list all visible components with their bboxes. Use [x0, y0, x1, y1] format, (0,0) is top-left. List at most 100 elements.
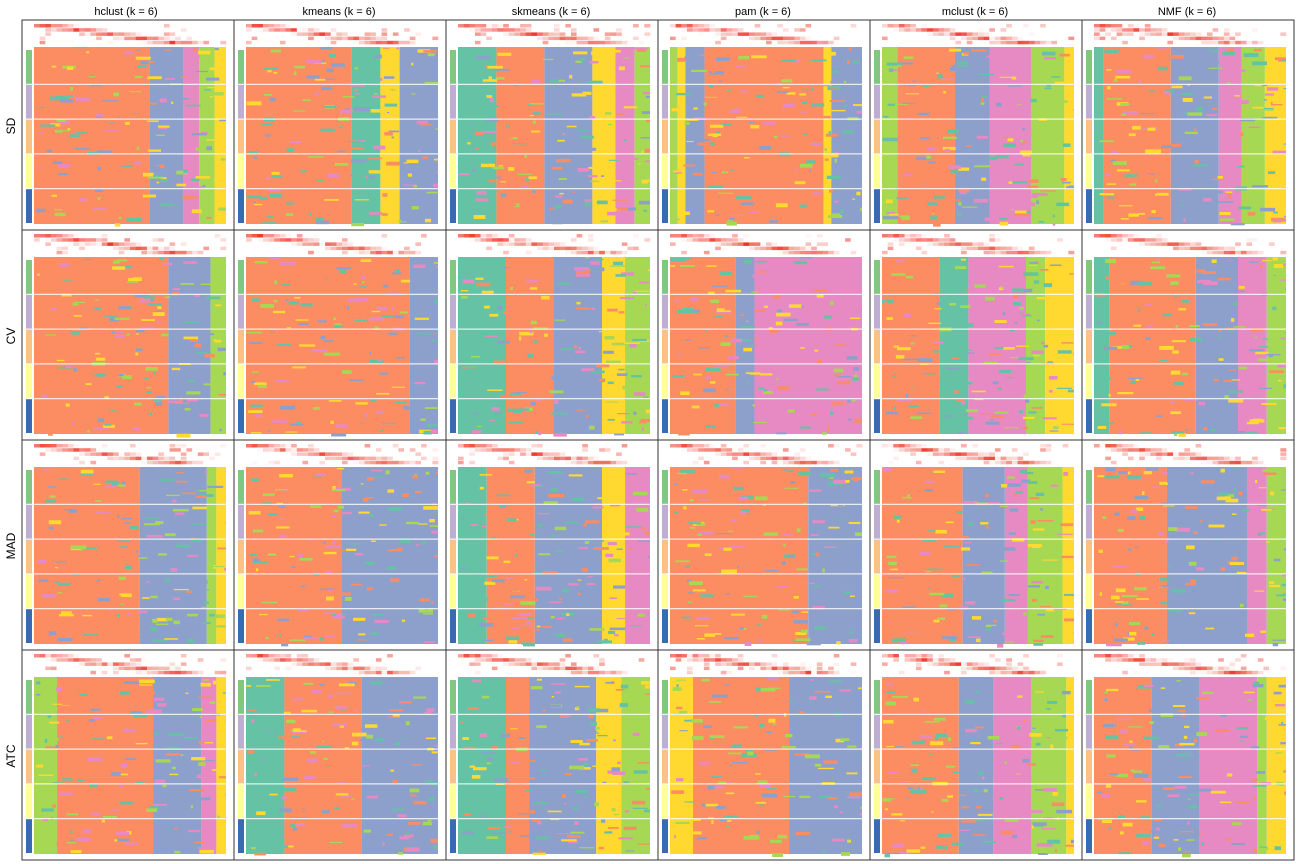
noise-cell: [426, 191, 438, 194]
top-bar-cell: [45, 32, 52, 36]
noise-cell: [510, 203, 517, 207]
top-bar-cell: [392, 36, 399, 41]
noise-cell: [949, 48, 962, 52]
top-bar-cell: [1139, 28, 1146, 32]
top-bar-cell: [675, 24, 682, 28]
top-bar-cell: [101, 444, 108, 448]
noise-cell: [513, 392, 527, 394]
top-bar-cell: [463, 460, 470, 465]
class-block: [670, 47, 678, 224]
top-bar-cell: [146, 452, 153, 456]
top-bar-cell: [554, 448, 560, 452]
top-bar-cell: [1235, 32, 1242, 36]
noise-cell: [284, 299, 289, 301]
top-bar-cell: [1122, 238, 1129, 242]
noise-cell: [1182, 92, 1194, 96]
noise-cell: [354, 298, 369, 302]
top-bar-cell: [257, 246, 264, 251]
top-bar-cell: [542, 250, 549, 255]
top-bar-cell: [604, 246, 611, 251]
noise-cell: [747, 176, 764, 180]
annotation-cell: [1086, 260, 1092, 294]
annotation-cell: [26, 154, 32, 189]
annotation-cell: [238, 84, 244, 119]
noise-cell: [432, 183, 438, 188]
class-block: [34, 47, 150, 224]
top-bar-cell: [491, 24, 498, 28]
noise-cell: [1225, 407, 1228, 412]
top-bar-cell: [548, 238, 555, 242]
noise-cell: [323, 541, 326, 544]
noise-cell: [1145, 303, 1152, 306]
noise-cell: [755, 303, 772, 307]
top-bar-cell: [325, 246, 332, 251]
top-bar-cell: [209, 36, 216, 41]
noise-cell: [249, 553, 258, 557]
top-bar-cell: [1127, 250, 1134, 255]
noise-cell: [829, 100, 846, 102]
noise-cell: [1278, 59, 1283, 62]
top-bar-cell: [370, 456, 377, 461]
top-bar-cell: [799, 28, 806, 32]
top-bar-cell: [302, 36, 309, 41]
top-bar-cell: [1184, 242, 1191, 246]
top-bar-cell: [353, 456, 360, 461]
noise-cell: [181, 492, 196, 495]
top-bar-cell: [152, 24, 159, 28]
top-bar-cell: [576, 36, 583, 41]
top-bar-cell: [1235, 242, 1242, 246]
noise-cell: [41, 594, 56, 598]
top-bar-cell: [1023, 24, 1030, 28]
noise-cell: [358, 633, 366, 636]
top-bar-cell: [163, 238, 170, 242]
top-bar-cell: [1028, 250, 1035, 255]
noise-cell: [136, 146, 140, 151]
top-bar-cell: [782, 28, 789, 32]
top-bar-cell: [1017, 246, 1024, 251]
noise-cell: [704, 96, 718, 98]
noise-cell: [1057, 350, 1072, 354]
top-bar-cell: [45, 238, 52, 242]
noise-cell: [538, 513, 550, 515]
top-bar-cell: [404, 36, 411, 41]
top-bar-cell: [681, 444, 688, 448]
top-bar-cell: [1161, 250, 1168, 255]
top-bar-cell: [822, 36, 829, 41]
top-bar-cell: [409, 448, 416, 452]
noise-cell: [1219, 218, 1235, 222]
noise-cell: [186, 590, 192, 593]
noise-cell: [562, 132, 565, 136]
noise-cell: [886, 62, 903, 66]
top-bar-cell: [726, 448, 733, 452]
noise-cell: [1112, 161, 1127, 166]
noise-cell: [59, 120, 70, 125]
noise-cell: [1151, 122, 1157, 126]
top-bar-cell: [302, 32, 309, 36]
top-bar-cell: [257, 452, 264, 456]
noise-cell: [392, 272, 402, 275]
top-bar-cell: [816, 234, 823, 238]
noise-cell: [277, 343, 291, 346]
noise-cell: [992, 381, 999, 385]
top-bar-cell: [1127, 32, 1134, 36]
noise-cell: [1257, 358, 1267, 362]
top-bar-cell: [163, 452, 170, 456]
top-bar-cell: [938, 36, 945, 41]
noise-cell: [1283, 384, 1286, 389]
noise-cell: [391, 136, 395, 139]
top-bar-cell: [537, 234, 544, 238]
noise-cell: [589, 370, 605, 374]
top-bar-cell: [1218, 250, 1225, 255]
row-separator: [1094, 328, 1286, 330]
top-bar-cell: [720, 234, 727, 238]
noise-cell: [560, 166, 565, 168]
noise-cell: [637, 613, 645, 617]
top-bar-cell: [587, 234, 594, 238]
top-bar-cell: [882, 250, 888, 255]
top-bar-cell: [788, 242, 795, 246]
noise-cell: [590, 538, 601, 543]
noise-cell: [886, 317, 893, 320]
noise-cell: [1097, 321, 1102, 325]
top-bar-cell: [175, 250, 182, 255]
top-bar-cell: [175, 448, 182, 452]
